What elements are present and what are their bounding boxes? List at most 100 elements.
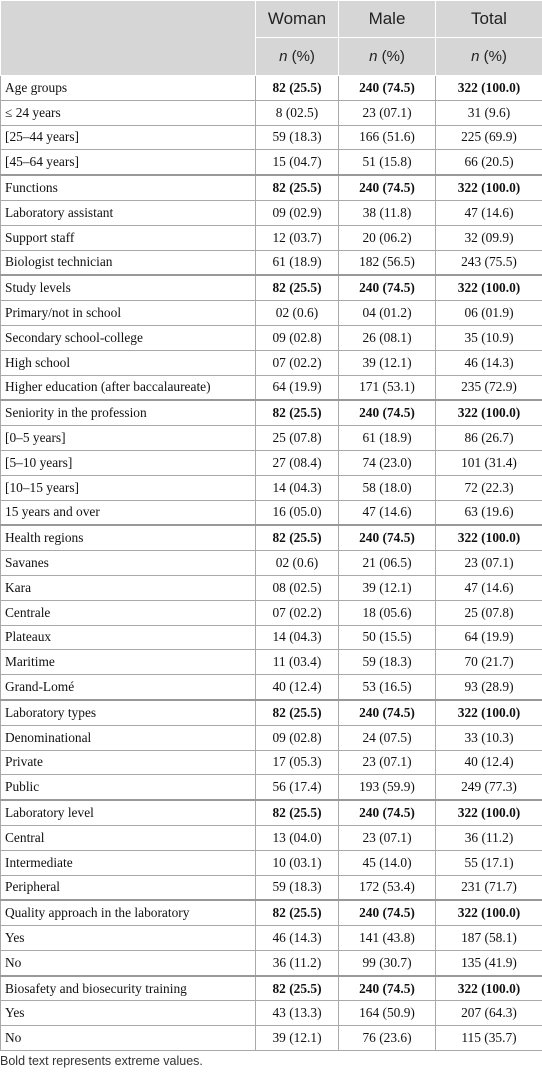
cell-value: 23 (07.1) xyxy=(338,99,436,126)
cell-value: 06 (01.9) xyxy=(435,300,542,326)
subheader-row: n (%) n (%) n (%) xyxy=(1,37,542,76)
row-label: Secondary school-college xyxy=(0,324,256,351)
table-row: Higher education (after baccalaureate) 64… xyxy=(0,374,542,401)
table-row: Private 17 (05.3) 23 (07.1) 40 (12.4) xyxy=(0,749,542,776)
cell-value: 70 (21.7) xyxy=(435,649,542,676)
table-row: [10–15 years] 14 (04.3) 58 (18.0) 72 (22.3) xyxy=(0,474,542,501)
cell-value: 322 (100.0) xyxy=(435,174,542,201)
cell-value: 82 (25.5) xyxy=(255,974,339,1002)
row-label: Laboratory level xyxy=(0,799,256,826)
cell-value: 36 (11.2) xyxy=(435,824,542,851)
row-label: Centrale xyxy=(0,599,256,626)
cell-value: 13 (04.0) xyxy=(255,824,339,851)
row-label: Maritime xyxy=(0,649,256,676)
cell-value: 27 (08.4) xyxy=(255,449,339,476)
cell-value: 39 (12.1) xyxy=(338,574,436,601)
group-row: Study levels 82 (25.5) 240 (74.5) 322 (100.… xyxy=(0,274,542,302)
cell-value: 182 (56.5) xyxy=(338,249,436,276)
group-row: Laboratory types 82 (25.5) 240 (74.5) 322 (… xyxy=(0,698,542,726)
group-row: Health regions 82 (25.5) 240 (74.5) 322 (10… xyxy=(0,524,542,552)
row-label: Biosafety and biosecurity training xyxy=(0,974,256,1002)
cell-value: 14 (04.3) xyxy=(255,474,339,501)
cell-value: 74 (23.0) xyxy=(338,449,436,476)
column-subheader: n (%) xyxy=(338,37,436,76)
row-label: Kara xyxy=(0,574,256,601)
cell-value: 66 (20.5) xyxy=(435,149,542,176)
cell-value: 17 (05.3) xyxy=(255,749,339,776)
footnote: Bold text represents extreme values. xyxy=(0,1054,203,1068)
cell-value: 61 (18.9) xyxy=(255,249,339,276)
cell-value: 86 (26.7) xyxy=(435,425,542,451)
cell-value: 240 (74.5) xyxy=(338,899,436,927)
cell-value: 240 (74.5) xyxy=(338,974,436,1002)
group-row: Seniority in the profession 82 (25.5) 240 … xyxy=(0,399,542,427)
cell-value: 63 (19.6) xyxy=(435,499,542,526)
table-row: High school 07 (02.2) 39 (12.1) 46 (14.3) xyxy=(0,349,542,376)
table-row: [5–10 years] 27 (08.4) 74 (23.0) 101 (31.4) xyxy=(0,449,542,476)
cell-value: 24 (07.5) xyxy=(338,724,436,751)
cell-value: 322 (100.0) xyxy=(435,399,542,427)
cell-value: 23 (07.1) xyxy=(338,824,436,851)
cell-value: 82 (25.5) xyxy=(255,698,339,726)
cell-value: 82 (25.5) xyxy=(255,75,339,101)
row-label: Yes xyxy=(0,925,256,951)
cell-value: 82 (25.5) xyxy=(255,524,339,552)
cell-value: 59 (18.3) xyxy=(255,874,339,901)
table-row: Savanes 02 (0.6) 21 (06.5) 23 (07.1) xyxy=(0,550,542,576)
cell-value: 15 (04.7) xyxy=(255,149,339,176)
cell-value: 82 (25.5) xyxy=(255,274,339,302)
cell-value: 09 (02.8) xyxy=(255,724,339,751)
cell-value: 02 (0.6) xyxy=(255,550,339,576)
cell-value: 09 (02.9) xyxy=(255,199,339,226)
row-label: Study levels xyxy=(0,274,256,302)
column-header: Woman xyxy=(255,0,339,38)
row-label: Plateaux xyxy=(0,624,256,651)
table-row: [45–64 years] 15 (04.7) 51 (15.8) 66 (20.5) xyxy=(0,149,542,176)
cell-value: 249 (77.3) xyxy=(435,774,542,801)
cell-value: 243 (75.5) xyxy=(435,249,542,276)
cell-value: 18 (05.6) xyxy=(338,599,436,626)
row-label: No xyxy=(0,1025,256,1052)
group-row: Laboratory level 82 (25.5) 240 (74.5) 322 (… xyxy=(0,799,542,826)
cell-value: 33 (10.3) xyxy=(435,724,542,751)
table-head: Woman Male Total n (%) n (%) n (%) xyxy=(0,0,542,76)
cell-value: 55 (17.1) xyxy=(435,849,542,876)
row-label: Laboratory assistant xyxy=(0,199,256,226)
cell-value: 64 (19.9) xyxy=(255,374,339,401)
cell-value: 8 (02.5) xyxy=(255,99,339,126)
row-label: [0–5 years] xyxy=(0,425,256,451)
cell-value: 59 (18.3) xyxy=(255,124,339,151)
cell-value: 171 (53.1) xyxy=(338,374,436,401)
row-label: Laboratory types xyxy=(0,698,256,726)
cell-value: 322 (100.0) xyxy=(435,698,542,726)
cell-value: 187 (58.1) xyxy=(435,925,542,951)
group-row: Quality approach in the laboratory 82 (25… xyxy=(0,899,542,927)
cell-value: 26 (08.1) xyxy=(338,324,436,351)
row-label: Support staff xyxy=(0,224,256,251)
cell-value: 322 (100.0) xyxy=(435,75,542,101)
cell-value: 36 (11.2) xyxy=(255,949,339,977)
table-body: Age groups 82 (25.5) 240 (74.5) 322 (100.0)… xyxy=(0,75,542,1052)
row-label: Private xyxy=(0,749,256,776)
table-row: Grand-Lomé 40 (12.4) 53 (16.5) 93 (28.9) xyxy=(0,674,542,701)
row-label: Higher education (after baccalaureate) xyxy=(0,374,256,401)
cell-value: 135 (41.9) xyxy=(435,949,542,977)
column-subheader: n (%) xyxy=(255,37,339,76)
table-row: Kara 08 (02.5) 39 (12.1) 47 (14.6) xyxy=(0,574,542,601)
cell-value: 72 (22.3) xyxy=(435,474,542,501)
table-row: ≤ 24 years 8 (02.5) 23 (07.1) 31 (9.6) xyxy=(0,99,542,126)
row-label: 15 years and over xyxy=(0,499,256,526)
cell-value: 240 (74.5) xyxy=(338,75,436,101)
cell-value: 76 (23.6) xyxy=(338,1025,436,1052)
cell-value: 225 (69.9) xyxy=(435,124,542,151)
table-row: Intermediate 10 (03.1) 45 (14.0) 55 (17.1) xyxy=(0,849,542,876)
cell-value: 04 (01.2) xyxy=(338,300,436,326)
table-row: Public 56 (17.4) 193 (59.9) 249 (77.3) xyxy=(0,774,542,801)
cell-value: 46 (14.3) xyxy=(255,925,339,951)
group-row: Age groups 82 (25.5) 240 (74.5) 322 (100.0) xyxy=(0,75,542,101)
row-label: Primary/not in school xyxy=(0,300,256,326)
table-row: Primary/not in school 02 (0.6) 04 (01.2) 06… xyxy=(0,300,542,326)
row-label: Health regions xyxy=(0,524,256,552)
